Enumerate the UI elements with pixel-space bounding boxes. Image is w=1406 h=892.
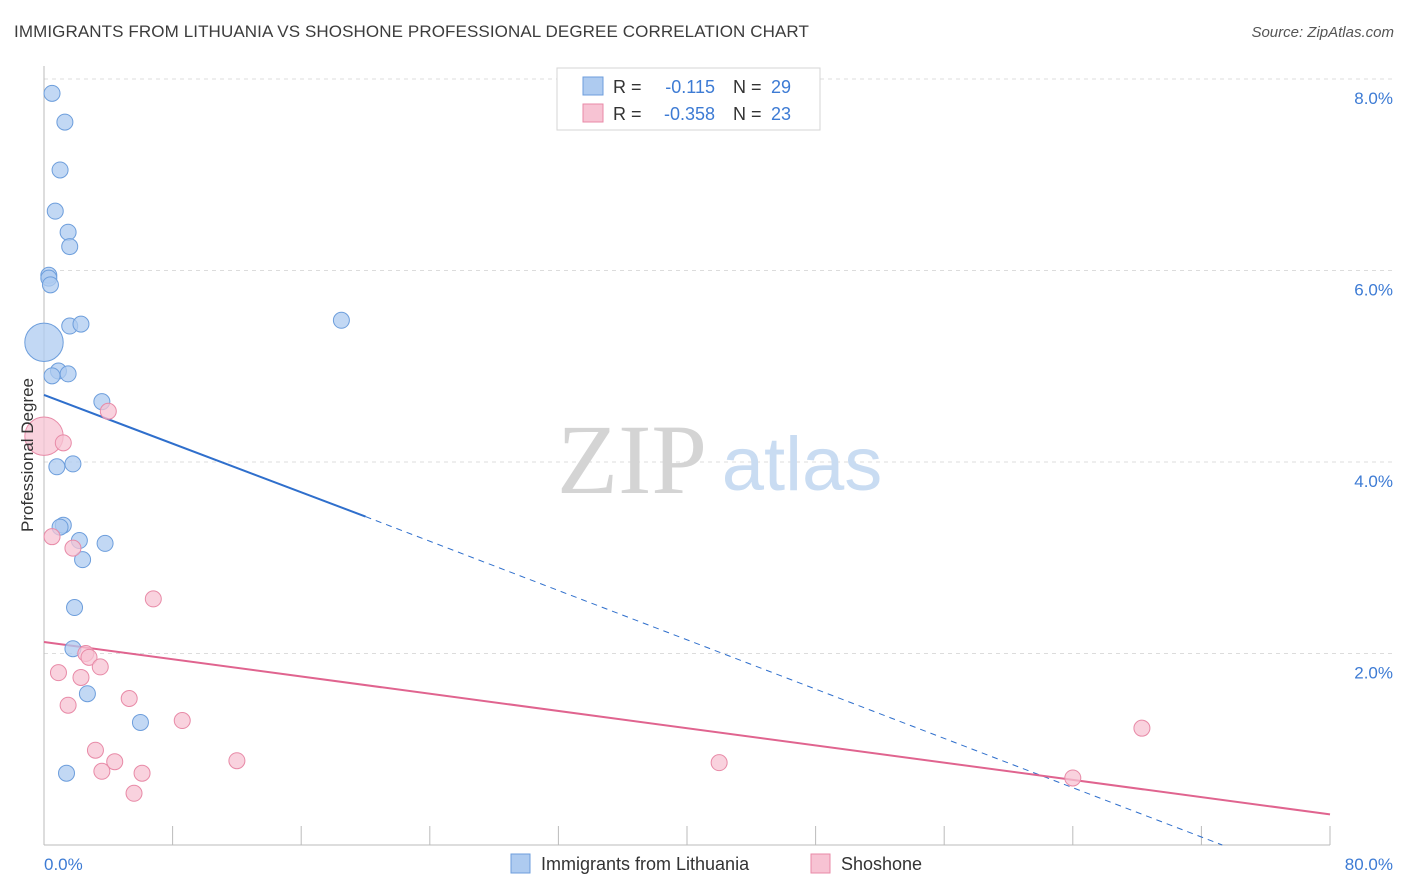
x-tick-label-max: 80.0% xyxy=(1345,855,1393,874)
source-credit: Source: ZipAtlas.com xyxy=(1251,24,1394,41)
y-tick-label: 8.0% xyxy=(1354,89,1393,108)
point-lithuania xyxy=(41,276,59,294)
legend-r-label: R = xyxy=(613,77,642,97)
point-lithuania xyxy=(46,202,64,220)
y-tick-label: 4.0% xyxy=(1354,472,1393,491)
trend-layer xyxy=(43,394,1331,846)
point-shoshone xyxy=(59,696,77,714)
legend-bottom-swatch-pink xyxy=(810,853,831,874)
point-shoshone xyxy=(144,590,162,608)
point-lithuania xyxy=(78,685,96,703)
point-lithuania xyxy=(59,223,77,241)
legend-bottom-swatch-blue xyxy=(510,853,531,874)
point-lithuania xyxy=(43,84,61,102)
legend-swatch-blue xyxy=(582,76,604,96)
legend-n-label: N = xyxy=(733,104,762,124)
legend-swatch-pink xyxy=(582,103,604,123)
legend-top: R = -0.115 N = 29 R = -0.358 N = 23 xyxy=(556,67,821,131)
point-shoshone xyxy=(43,528,61,546)
point-lithuania xyxy=(58,764,76,782)
point-shoshone xyxy=(64,539,82,557)
legend-bottom: Immigrants from Lithuania Shoshone xyxy=(510,853,922,874)
grid-layer xyxy=(44,78,1393,654)
point-shoshone xyxy=(228,752,246,770)
legend-r-value: -0.115 xyxy=(665,77,715,97)
point-layer xyxy=(24,84,1151,802)
point-lithuania xyxy=(66,599,84,617)
point-lithuania xyxy=(24,322,64,363)
legend-bottom-label-lithuania: Immigrants from Lithuania xyxy=(541,854,750,874)
point-lithuania xyxy=(72,315,90,333)
point-shoshone xyxy=(99,402,117,420)
trend-line-shoshone xyxy=(43,641,1331,816)
x-tick-label-min: 0.0% xyxy=(44,855,83,874)
y-axis-label: Professional Degree xyxy=(18,378,37,532)
point-lithuania xyxy=(43,367,61,385)
point-lithuania xyxy=(96,534,114,552)
point-shoshone xyxy=(173,712,191,730)
point-shoshone xyxy=(106,753,124,771)
legend-bottom-label-shoshone: Shoshone xyxy=(841,854,922,874)
point-shoshone xyxy=(120,690,138,708)
point-shoshone xyxy=(125,784,143,802)
trend-line-lithuania xyxy=(43,394,366,518)
point-shoshone xyxy=(93,762,111,780)
point-lithuania xyxy=(51,161,69,179)
point-shoshone xyxy=(86,741,104,759)
point-lithuania xyxy=(48,458,66,476)
y-tick-label: 6.0% xyxy=(1354,281,1393,300)
point-lithuania xyxy=(64,455,82,473)
point-shoshone xyxy=(54,434,72,452)
point-lithuania xyxy=(74,551,92,569)
trend-line-lithuania-extrapolated xyxy=(365,516,1223,846)
legend-r-value: -0.358 xyxy=(664,104,715,124)
point-shoshone xyxy=(1064,769,1082,787)
point-shoshone xyxy=(133,764,151,782)
point-shoshone xyxy=(72,668,90,686)
y-tick-label: 2.0% xyxy=(1354,664,1393,683)
legend-n-value: 29 xyxy=(771,77,791,97)
watermark-atlas: atlas xyxy=(722,422,883,507)
point-shoshone xyxy=(710,754,728,772)
point-shoshone xyxy=(80,648,98,666)
point-shoshone xyxy=(49,664,67,682)
point-lithuania xyxy=(61,238,79,256)
legend-r-label: R = xyxy=(613,104,642,124)
point-lithuania xyxy=(131,713,149,731)
axis-layer: 2.0% 4.0% 6.0% 8.0% xyxy=(43,66,1393,846)
point-shoshone xyxy=(1133,719,1151,737)
point-lithuania xyxy=(56,113,74,131)
point-shoshone xyxy=(91,658,109,676)
point-lithuania xyxy=(332,311,350,329)
legend-n-value: 23 xyxy=(771,104,791,124)
watermark-zip: ZIP xyxy=(557,404,707,515)
chart-title: IMMIGRANTS FROM LITHUANIA VS SHOSHONE PR… xyxy=(14,22,809,41)
legend-n-label: N = xyxy=(733,77,762,97)
point-lithuania xyxy=(59,365,77,383)
